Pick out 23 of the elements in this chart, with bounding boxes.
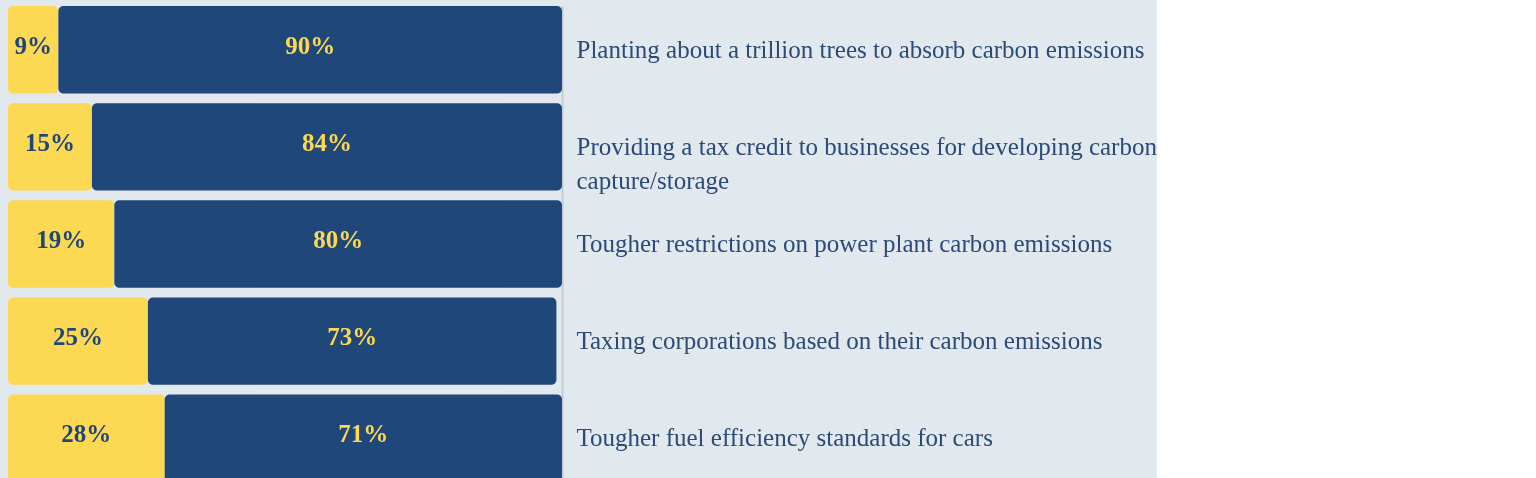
data-label: 19% bbox=[36, 226, 87, 253]
bar bbox=[114, 200, 562, 288]
data-label: 84% bbox=[301, 128, 352, 156]
data-label: 73% bbox=[327, 323, 378, 351]
y-tick-label: Tougher fuel efficiency standards for cars bbox=[576, 424, 993, 452]
bar bbox=[91, 103, 562, 191]
y-tick-label: Planting about a trillion trees to absorb carbon emissions bbox=[576, 35, 1145, 63]
data-label: 25% bbox=[52, 323, 103, 351]
bar bbox=[8, 6, 59, 94]
data-label: 15% bbox=[24, 128, 75, 156]
bar bbox=[58, 6, 562, 94]
bar bbox=[8, 103, 92, 191]
data-label: 90% bbox=[285, 31, 336, 59]
bar bbox=[147, 297, 557, 385]
data-label: 80% bbox=[313, 226, 364, 253]
y-tick-label: Tougher restrictions on power plant carbon emissions bbox=[576, 230, 1113, 257]
bar bbox=[8, 200, 115, 288]
data-label: 28% bbox=[61, 420, 112, 448]
data-label: 9% bbox=[14, 31, 52, 59]
y-tick-label: Taxing corporations based on their carbon emissions bbox=[576, 327, 1103, 355]
data-label: 71% bbox=[338, 420, 389, 448]
bar bbox=[8, 297, 148, 385]
y-tick-label: Providing a tax credit to businesses for developing carbon capture/storage bbox=[576, 132, 1158, 194]
